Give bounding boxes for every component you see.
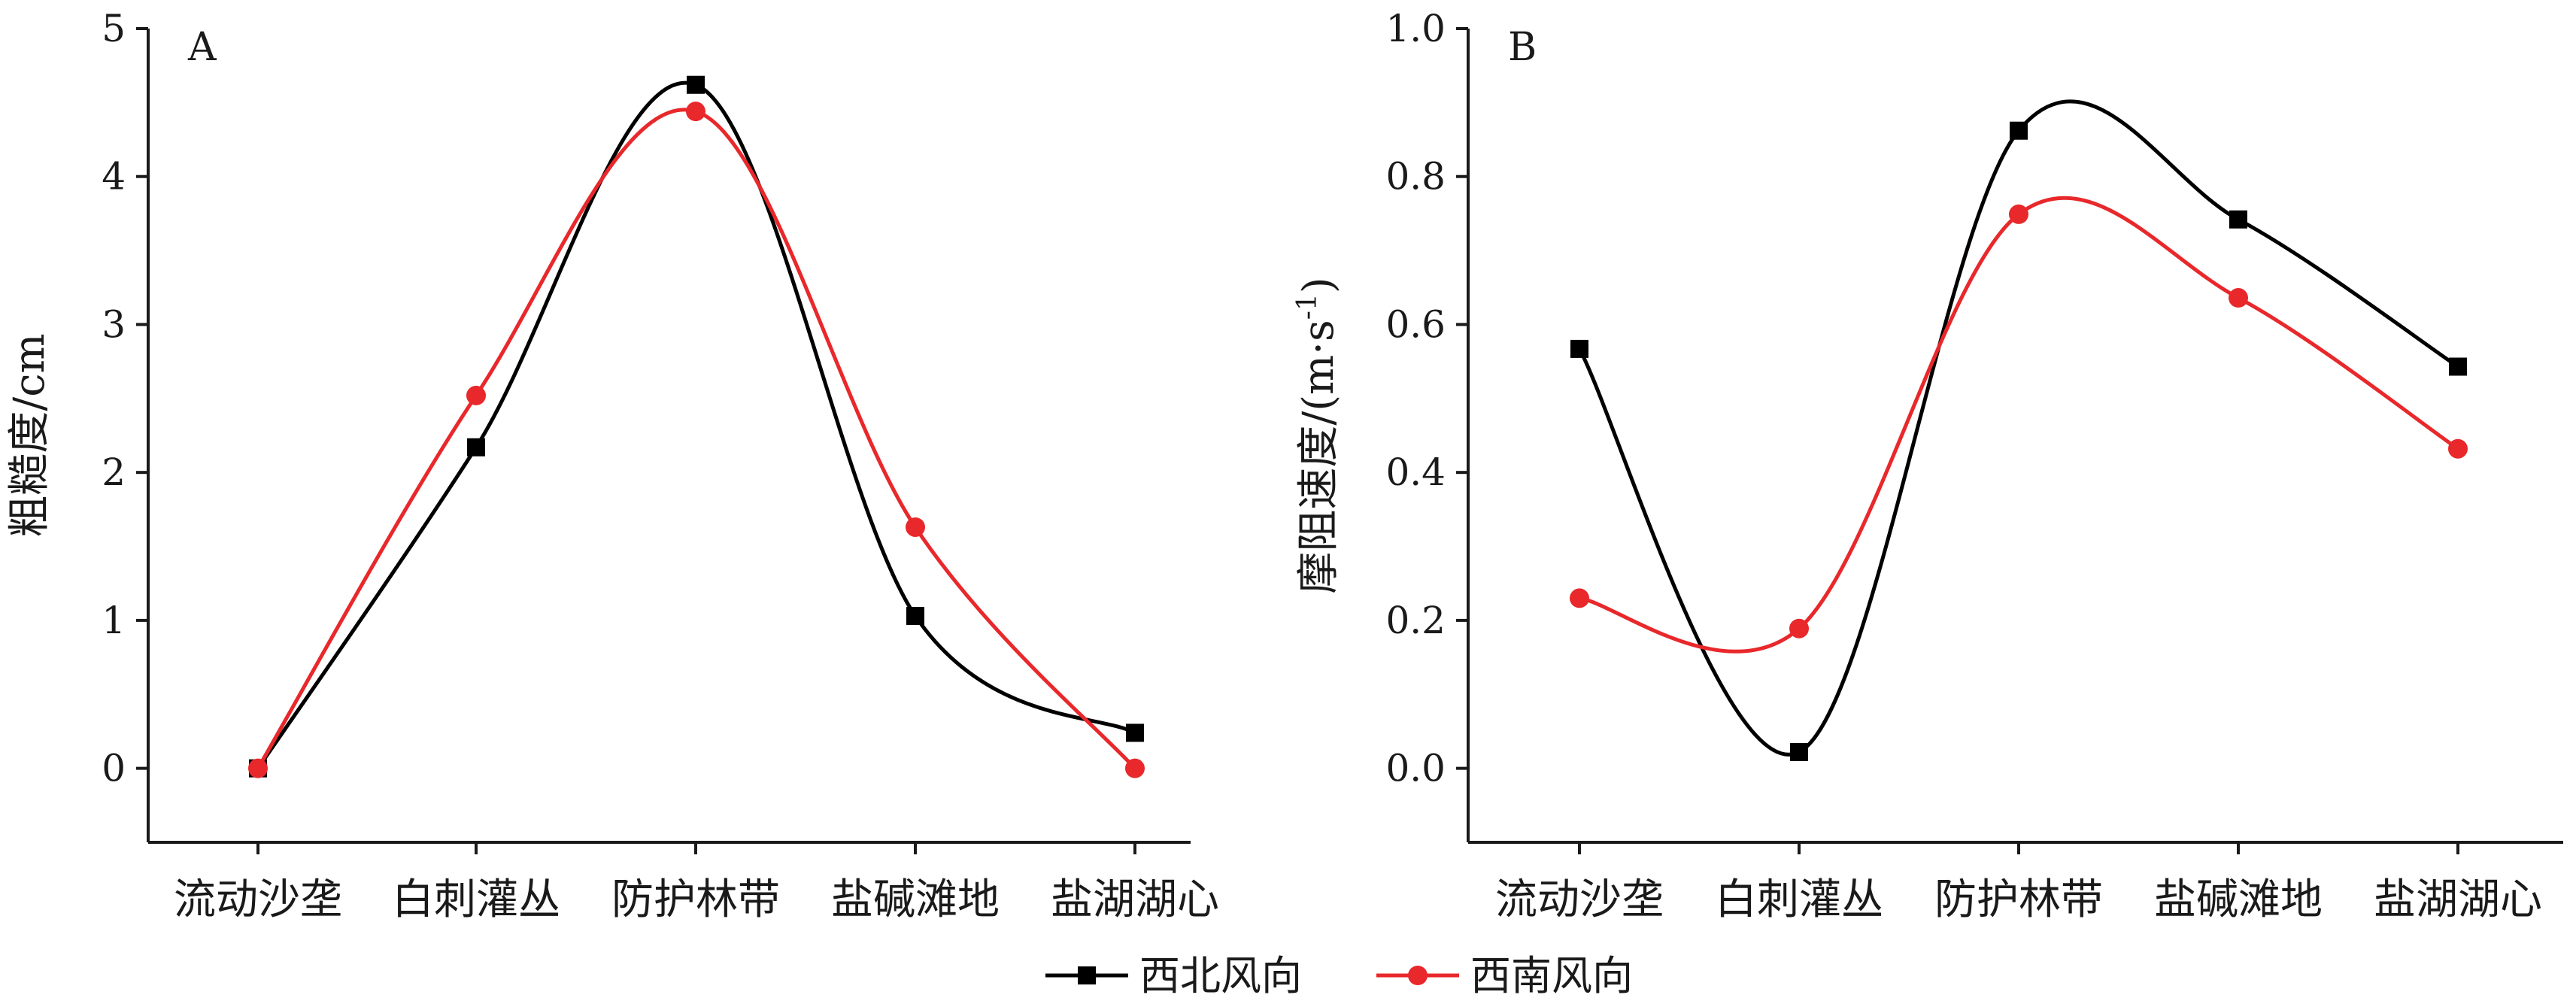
x-tick-label: 白刺灌丛 [1715, 875, 1883, 924]
y-axis-title-main: 粗糙度/cm [5, 333, 54, 537]
y-tick-label: 0.8 [1385, 155, 1446, 199]
y-tick-label: 0.6 [1385, 302, 1446, 346]
series-line-1 [256, 80, 1136, 770]
y-axis-title-main: 摩阻速度/(m·s [1294, 320, 1343, 593]
data-point-circle [686, 102, 705, 122]
series-line-2 [1579, 196, 2459, 654]
x-tick-label: 流动沙垄 [1495, 875, 1664, 924]
x-tick-label: 盐碱滩地 [2154, 875, 2323, 924]
x-tick-label: 流动沙垄 [174, 875, 342, 924]
x-tick-label: 防护林带 [611, 875, 780, 924]
series-line-2 [256, 108, 1136, 770]
data-point-circle [906, 517, 925, 537]
y-tick-label: 3 [102, 302, 126, 346]
y-tick-label: 0.2 [1385, 599, 1446, 642]
data-point-circle [1570, 588, 1589, 608]
data-point-square [1790, 742, 1808, 761]
data-point-square [906, 607, 924, 626]
panel-letter: A [187, 25, 217, 70]
panel-b: 0.0 0.2 0.4 0.6 0.8 1.0 流动沙垄 白刺灌丛 防护林带 盐碱滩地 盐湖湖心 B 摩… [1292, 7, 2563, 924]
data-point-circle [248, 758, 268, 778]
y-tick-label: 0 [102, 747, 126, 790]
legend: 西北风向 西南风向 [1045, 952, 1633, 999]
data-point-circle [2229, 288, 2248, 308]
y-tick-label: 4 [102, 155, 126, 199]
data-point-square [467, 438, 485, 457]
data-point-square [687, 75, 705, 94]
x-tick-label: 盐湖湖心 [1051, 875, 1219, 924]
legend-marker-square [1078, 966, 1096, 984]
x-tick-label: 防护林带 [1934, 875, 2103, 924]
series-line-1 [1577, 99, 2459, 757]
y-tick-label: 0.0 [1385, 747, 1446, 790]
panel-a: 0 1 2 3 4 5 流动沙垄 白刺灌丛 防护林带 盐碱滩地 盐湖湖心 A 粗糙度/cm [5, 7, 1219, 924]
x-tick-label: 盐碱滩地 [831, 875, 1000, 924]
y-axis-title-sup: -1 [1292, 293, 1323, 320]
y-tick-label: 2 [102, 450, 126, 494]
data-point-circle [466, 385, 486, 405]
legend-marker-circle [1408, 966, 1428, 985]
data-point-circle [1789, 618, 1809, 639]
data-point-circle [2448, 438, 2468, 459]
y-tick-label: 0.4 [1385, 450, 1446, 494]
y-axis-title-end: ) [1294, 277, 1343, 293]
y-tick-label: 5 [102, 7, 126, 50]
y-axis-title: 粗糙度/cm [5, 333, 54, 537]
data-point-square [2010, 121, 2028, 140]
data-point-square [1570, 339, 1588, 358]
data-point-circle [2009, 204, 2028, 224]
data-point-square [2449, 357, 2467, 376]
x-tick-label: 白刺灌丛 [392, 875, 560, 924]
y-tick-label: 1 [102, 599, 126, 642]
legend-label: 西南风向 [1470, 952, 1633, 999]
data-point-square [1126, 723, 1144, 742]
x-tick-label: 盐湖湖心 [2374, 875, 2542, 924]
legend-label: 西北风向 [1139, 952, 1302, 999]
data-point-square [2229, 210, 2247, 229]
data-point-circle [1125, 758, 1145, 778]
panel-letter: B [1508, 25, 1537, 70]
y-axis-title: 摩阻速度/(m·s-1) [1292, 277, 1343, 593]
y-tick-label: 1.0 [1385, 7, 1446, 50]
